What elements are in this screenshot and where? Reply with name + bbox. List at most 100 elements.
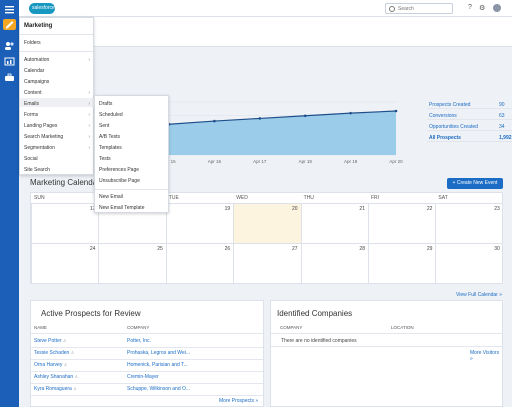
calendar-day-cell[interactable]: 20 [233, 203, 301, 243]
x-tick-label: Apr 18 [299, 159, 313, 164]
search-box[interactable] [385, 3, 453, 14]
data-point[interactable] [303, 114, 307, 118]
menu-item-emails[interactable]: Emails [24, 101, 40, 107]
menu-item-forms[interactable]: Forms [24, 112, 39, 118]
stat-divider [427, 141, 512, 142]
new-email-item[interactable]: New Email [99, 194, 123, 200]
menu-item-landing-pages[interactable]: Landing Pages [24, 123, 58, 129]
person-icon: ♙ [74, 374, 79, 379]
prospect-name-0[interactable]: Steve Potter ♙ [34, 338, 67, 344]
chevron-right-icon: › [88, 112, 90, 118]
prospect-name-2[interactable]: Orna Harvey ♙ [34, 362, 67, 368]
calendar-day-cell[interactable]: 21 [300, 203, 368, 243]
submenu-item-unsubscribe-page[interactable]: Unsubscribe Page [99, 178, 140, 184]
day-header: THU [303, 195, 314, 201]
calendar-day-cell[interactable]: 22 [368, 203, 436, 243]
menu-item-folders[interactable]: Folders [24, 40, 41, 46]
menu-item-search-marketing[interactable]: Search Marketing [24, 134, 64, 140]
x-tick-label: Apr 16 [208, 159, 222, 164]
calendar-day-cell[interactable]: 25 [98, 243, 166, 283]
menu-item-site-search[interactable]: Site Search [24, 167, 50, 173]
submenu-item-scheduled[interactable]: Scheduled [99, 112, 123, 118]
active-prospects-panel: Active Prospects for Review NAME COMPANY… [30, 300, 264, 407]
submenu-item-a-b-tests[interactable]: A/B Tests [99, 134, 121, 140]
calendar-title: Marketing Calendar [30, 178, 100, 187]
person-icon: ♙ [70, 350, 75, 355]
calendar-day-cell[interactable]: 17 [31, 203, 99, 243]
people-icon[interactable] [3, 40, 16, 51]
salesforce-logo[interactable]: salesforce [29, 3, 55, 14]
menu-item-segmentation[interactable]: Segmentation [24, 145, 55, 151]
data-point[interactable] [394, 109, 398, 113]
prospect-company-3[interactable]: Cremin-Mayer [127, 374, 159, 380]
prospect-chart-panel: Apr 15 Apr 16 Apr 17 Apr 18 Apr 19 Apr 20 Pro… [19, 47, 512, 172]
calendar-day-cell[interactable]: 26 [165, 243, 234, 283]
stat-label-1[interactable]: Conversions [429, 113, 457, 119]
menu-item-automation[interactable]: Automation [24, 57, 50, 63]
prospect-name-4[interactable]: Kyra Romaguera ♙ [34, 386, 77, 392]
menu-item-social[interactable]: Social [24, 156, 38, 162]
help-icon[interactable]: ? [468, 4, 472, 11]
stat-label-3[interactable]: All Prospects [429, 135, 461, 141]
submenu-item-tests[interactable]: Tests [99, 156, 111, 162]
menu-item-content[interactable]: Content [24, 90, 42, 96]
day-number: 29 [426, 246, 433, 252]
prospect-company-1[interactable]: Prohaska, Legros and Wei... [127, 350, 190, 356]
menu-item-calendar[interactable]: Calendar [24, 68, 45, 74]
pencil-icon[interactable] [3, 19, 16, 30]
chevron-right-icon: › [88, 101, 90, 107]
submenu-item-sent[interactable]: Sent [99, 123, 110, 129]
day-number: 21 [359, 206, 365, 212]
prospect-company-2[interactable]: Homenick, Parisian and T... [127, 362, 188, 368]
settings-icon[interactable]: ⚙ [479, 5, 486, 12]
calendar-day-cell[interactable]: 28 [300, 243, 368, 283]
day-number: 27 [292, 246, 298, 252]
day-header: TUE [168, 195, 179, 201]
stat-label-2[interactable]: Opportunities Created [429, 124, 478, 130]
chart-icon[interactable] [3, 56, 16, 67]
submenu-item-drafts[interactable]: Drafts [99, 101, 113, 107]
prospect-name: Kyra Romaguera [34, 386, 72, 392]
stat-divider [427, 119, 512, 120]
x-tick-label: Apr 17 [253, 159, 267, 164]
stat-label-0[interactable]: Prospects Created [429, 102, 471, 108]
prospect-company-4[interactable]: Schuppe, Wilkinson and O... [127, 386, 191, 392]
stat-value-3: 1,992 [499, 135, 512, 141]
menu-title[interactable]: Marketing [20, 18, 93, 35]
view-full-calendar-link[interactable]: View Full Calendar » [456, 292, 503, 298]
data-point[interactable] [213, 119, 216, 123]
submenu-item-preferences-page[interactable]: Preferences Page [99, 167, 140, 173]
chevron-right-icon: › [88, 145, 90, 151]
calendar-day-cell[interactable]: 19 [165, 203, 234, 243]
data-point[interactable] [349, 111, 352, 115]
companies-title: Identified Companies [277, 309, 353, 318]
hamburger-icon[interactable] [3, 4, 16, 15]
calendar-day-cell[interactable]: 29 [368, 243, 436, 283]
prospect-company-0[interactable]: Potter, Inc. [127, 338, 151, 344]
person-icon: ♙ [63, 362, 68, 367]
create-event-button[interactable]: + Create New Event [447, 178, 503, 189]
data-point[interactable] [258, 117, 262, 120]
prospect-name-3[interactable]: Ashley Shanahan ♙ [34, 374, 78, 380]
more-prospects-link[interactable]: More Prospects » [219, 398, 259, 404]
search-input[interactable] [398, 5, 448, 13]
empty-message: There are no identified companies [281, 338, 357, 344]
new-email-template-item[interactable]: New Email Template [99, 205, 145, 211]
menu-divider [95, 189, 168, 190]
calendar-day-cell[interactable]: 27 [233, 243, 301, 283]
calendar-day-cell[interactable]: 23 [435, 203, 503, 243]
menu-item-campaigns[interactable]: Campaigns [24, 79, 50, 85]
area-fill [169, 111, 396, 155]
col-company: COMPANY [127, 325, 150, 330]
avatar[interactable] [493, 4, 501, 12]
more-visitors-link[interactable]: More Visitors » [470, 350, 500, 362]
prospect-name-1[interactable]: Tessie Schaden ♙ [34, 350, 74, 356]
day-header: SUN [34, 195, 45, 201]
calendar-day-cell[interactable]: 24 [31, 243, 99, 283]
submenu-item-templates[interactable]: Templates [99, 145, 122, 151]
calendar-day-cell[interactable]: 30 [435, 243, 503, 283]
day-number: 26 [224, 246, 231, 252]
day-number: 20 [292, 206, 298, 212]
briefcase-icon[interactable] [3, 72, 16, 83]
series-line [168, 110, 397, 125]
